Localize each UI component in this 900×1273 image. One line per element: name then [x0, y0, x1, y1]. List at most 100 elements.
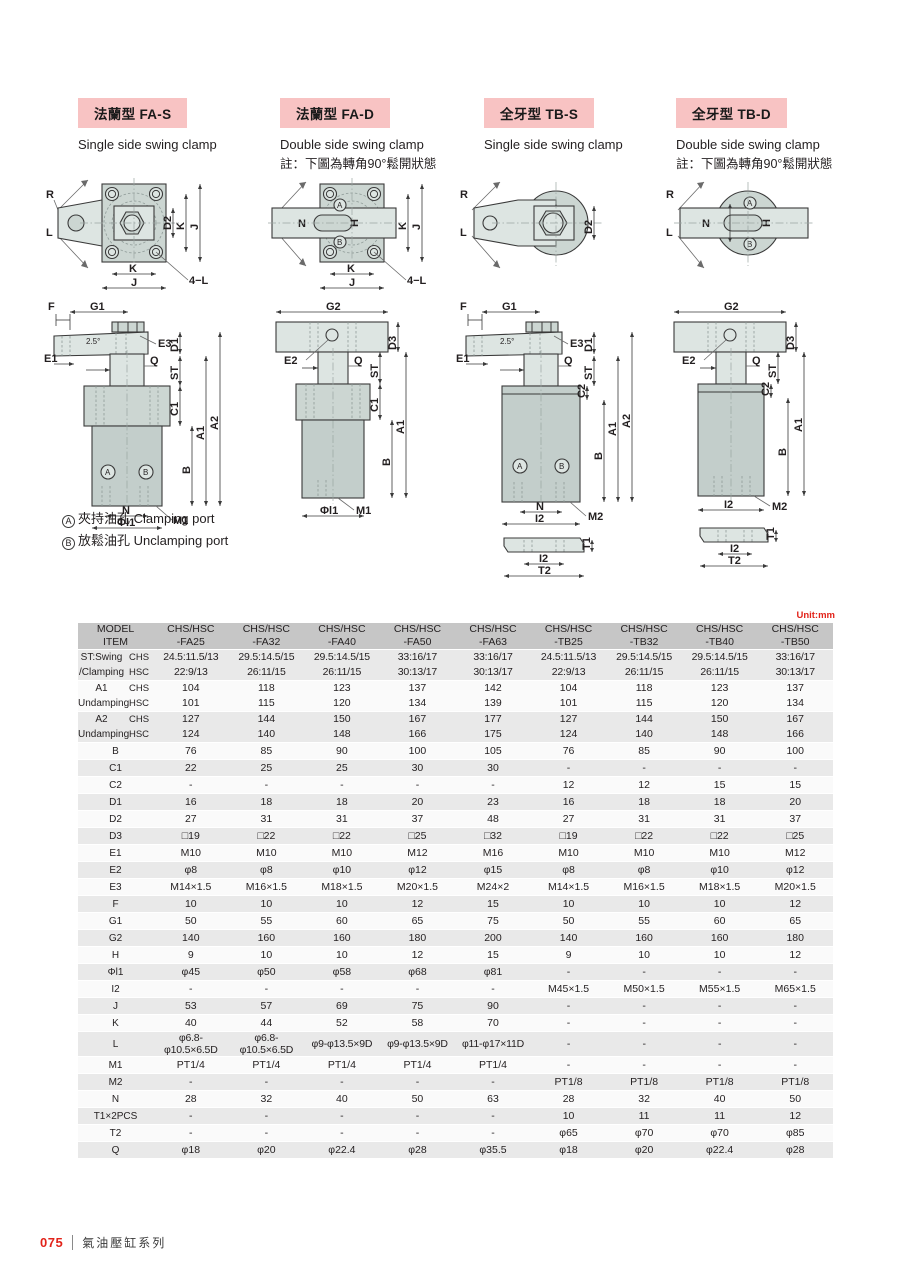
row-label: E3 — [78, 878, 154, 897]
label-M2: M2 — [772, 501, 787, 513]
row-label: M2 — [78, 1073, 154, 1092]
label-T1: T1 — [765, 527, 777, 540]
table-cell: M14×1.5 — [530, 878, 607, 897]
label-I2: I2 — [724, 499, 733, 511]
model-code: -TB25 — [554, 636, 583, 649]
table-cell: φ50 — [228, 963, 305, 982]
label-Q: Q — [564, 355, 573, 367]
table-cell: M10 — [228, 844, 305, 863]
table-cell: 137 134 — [379, 680, 456, 713]
table-cell: 150 148 — [681, 711, 758, 744]
table-cell: 167 166 — [757, 711, 833, 744]
label-ST: ST — [583, 366, 595, 380]
label-K-v: K — [175, 222, 187, 230]
table-cell: 55 — [606, 912, 682, 931]
table-cell: φ70 — [681, 1124, 758, 1143]
table-cell: M10 — [153, 844, 229, 863]
table-cell: - — [681, 963, 758, 982]
row-label: N — [78, 1090, 154, 1109]
row-subtype: CHS HSC — [125, 711, 154, 744]
label-A1: A1 — [607, 422, 619, 436]
table-cell: 10 — [681, 946, 758, 965]
label-I1: Φl1 — [320, 505, 338, 517]
legend-item-clamping: A 夾持油孔 Clamping port — [62, 508, 228, 530]
row-label: A2 Undamping — [78, 711, 129, 744]
table-cell: φ28 — [757, 1141, 833, 1160]
table-cell: PT1/8 — [606, 1073, 682, 1092]
variant-tag-fa-d: 法蘭型 FA-D — [280, 98, 391, 128]
table-cell: - — [455, 980, 531, 999]
header-model-0: CHS/HSC -FA25 — [153, 621, 229, 651]
model-series: CHS/HSC — [696, 623, 744, 635]
fa-d-side-view: G2 E2 Q D3 ST — [275, 301, 408, 518]
table-cell: 140 — [153, 929, 229, 948]
variant-note: 註：下圖為轉角90°鬆開狀態 — [676, 156, 833, 171]
label-E3: E3 — [158, 338, 171, 350]
table-cell: φ12 — [757, 861, 833, 880]
table-cell: 69 — [304, 997, 380, 1016]
label-N: N — [536, 501, 544, 513]
table-cell: - — [379, 980, 456, 999]
table-cell: □25 — [757, 827, 833, 846]
table-cell: 70 — [455, 1014, 531, 1033]
model-code: -FA40 — [327, 636, 356, 649]
table-cell: 20 — [757, 793, 833, 812]
table-cell: φ81 — [455, 963, 531, 982]
table-cell: - — [606, 1031, 682, 1058]
table-cell: □19 — [153, 827, 229, 846]
table-cell: - — [606, 997, 682, 1016]
label-K-h: K — [129, 263, 137, 275]
table-cell: 33:16/17 30:13/17 — [379, 649, 456, 682]
table-cell: PT1/4 — [379, 1056, 456, 1075]
variant-subtitle-fa-s: Single side swing clamp — [78, 136, 217, 155]
label-F: F — [460, 301, 467, 313]
table-cell: - — [455, 1073, 531, 1092]
product-variant-headers: 法蘭型 FA-S Single side swing clamp 法蘭型 FA-… — [0, 98, 900, 171]
table-cell: - — [153, 1073, 229, 1092]
table-row: J 53 57 69 75 90- - - - — [78, 997, 833, 1016]
table-cell: 16 — [153, 793, 229, 812]
label-M1: M1 — [356, 505, 371, 517]
table-cell: M20×1.5 — [757, 878, 833, 897]
table-cell: 10 — [304, 946, 380, 965]
table-cell: 100 — [379, 742, 456, 761]
model-code: -TB50 — [780, 636, 810, 649]
port-a-mark: A — [517, 462, 523, 471]
label-A2: A2 — [209, 416, 221, 430]
table-cell: - — [379, 776, 456, 795]
table-cell: 127 124 — [530, 711, 607, 744]
table-cell: - — [153, 980, 229, 999]
table-cell: φ6.8-φ10.5×6.5D — [228, 1031, 305, 1058]
table-cell: M14×1.5 — [153, 878, 229, 897]
table-cell: 12 — [379, 895, 456, 914]
table-cell: 12 — [379, 946, 456, 965]
table-cell: 200 — [455, 929, 531, 948]
table-row: F 10 10 10 12 15 10 10 10 12 — [78, 895, 833, 914]
table-row: D2 27 31 31 37 48 27 31 31 37 — [78, 810, 833, 829]
model-code: -FA50 — [403, 636, 432, 649]
port-b-mark: B — [143, 468, 148, 477]
table-cell: - — [757, 1031, 833, 1058]
label-J-h: J — [349, 277, 355, 289]
table-cell: 123 120 — [304, 680, 380, 713]
table-cell: - — [153, 776, 229, 795]
table-cell: - — [304, 1124, 380, 1143]
table-cell: 48 — [455, 810, 531, 829]
table-cell: 65 — [757, 912, 833, 931]
variant-subtitle-text: Single side swing clamp — [78, 137, 217, 152]
header-model-7: CHS/HSC -TB40 — [681, 621, 758, 651]
table-cell: □22 — [304, 827, 380, 846]
table-cell: φ85 — [757, 1124, 833, 1143]
table-cell: 32 — [606, 1090, 682, 1109]
table-cell: 11 — [606, 1107, 682, 1126]
label-T1: T1 — [581, 537, 593, 550]
label-N-top: N — [702, 218, 710, 230]
table-cell: 160 — [681, 929, 758, 948]
port-b-mark: B — [747, 240, 752, 249]
label-J-v: J — [411, 224, 423, 230]
footer-divider — [72, 1235, 74, 1250]
table-cell: M16×1.5 — [606, 878, 682, 897]
table-row: G2 140 160 160 180 200 140 160 160 180 — [78, 929, 833, 948]
model-series: CHS/HSC — [771, 623, 819, 635]
label-D1: D1 — [583, 338, 595, 352]
